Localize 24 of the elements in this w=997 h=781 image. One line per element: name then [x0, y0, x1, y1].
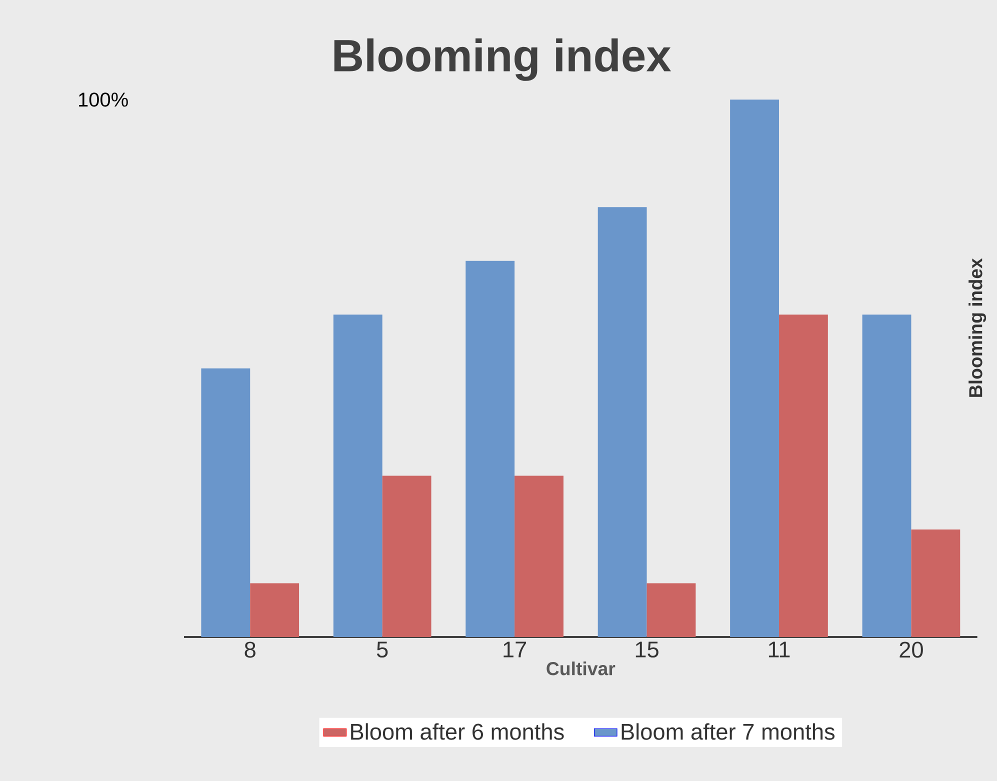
bar	[862, 314, 912, 637]
bar	[201, 368, 250, 637]
bar	[250, 583, 300, 637]
x-tick-label: 15	[636, 642, 658, 658]
bar	[333, 314, 382, 637]
y-axis-title: Blooming index	[968, 258, 986, 397]
legend-label: Bloom after 7 months	[622, 723, 835, 740]
bar	[778, 314, 828, 637]
bar	[514, 476, 564, 637]
bar	[382, 476, 432, 637]
x-tick-label: 11	[768, 642, 790, 658]
bar	[730, 100, 779, 637]
bar	[911, 530, 960, 637]
chart-title: Blooming index	[334, 38, 672, 81]
x-tick-label: 5	[376, 642, 388, 658]
bar	[646, 583, 696, 637]
x-tick-label: 8	[244, 642, 256, 658]
legend-label: Bloom after 6 months	[351, 723, 564, 740]
bar	[598, 207, 647, 637]
x-tick-label: 17	[504, 642, 526, 658]
bar	[466, 260, 515, 637]
x-axis-title: Cultivar	[546, 662, 616, 676]
x-tick-label: 20	[900, 642, 923, 658]
text: 100%	[79, 92, 128, 107]
